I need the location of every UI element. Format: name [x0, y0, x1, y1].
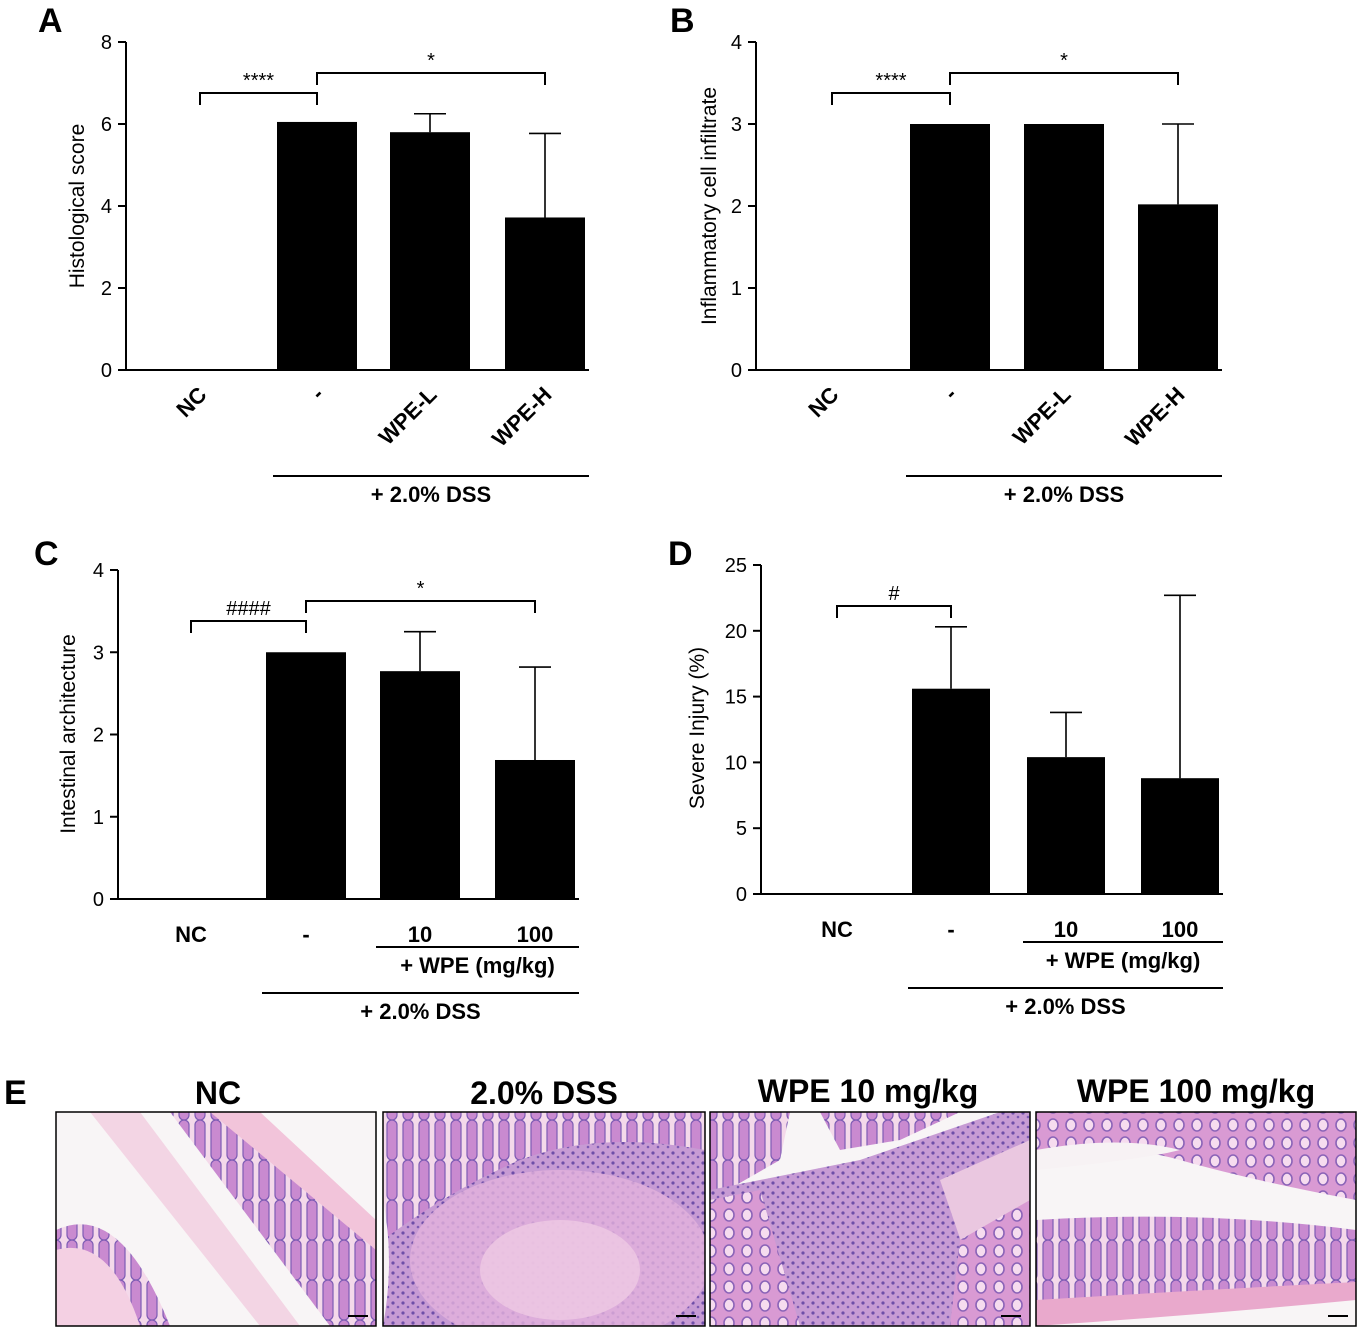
- y-axis-label: Intestinal architecture: [57, 634, 80, 834]
- significance-bracket: [305, 600, 536, 613]
- bar: [1138, 204, 1218, 370]
- significance-label: ****: [243, 70, 274, 92]
- chart-axes: 0 5 10 15 20 25 NC - 10 100 # + WPE (mg/kg) + 2.0% D…: [725, 555, 1223, 1019]
- y-tick-label: 25: [725, 555, 747, 577]
- x-tick-label: WPE-L: [1008, 382, 1076, 450]
- panel-label: E: [4, 1074, 27, 1112]
- significance-bracket: [831, 92, 951, 105]
- panel-d: D 0 5 10 15 20 25 NC - 10 100 # + WPE (mg/kg) + 2.0%…: [668, 535, 1223, 1019]
- significance-label: ####: [226, 598, 271, 620]
- y-tick-label: 2: [101, 278, 112, 300]
- y-tick-label: 10: [725, 752, 747, 774]
- bar: [390, 132, 470, 370]
- panel-c: C 0 1 2 3 4 NC - 10 100 #### * + WPE (mg/kg) + 2.0% …: [34, 535, 579, 1024]
- y-tick-label: 0: [93, 889, 104, 911]
- x-tick-label: 10: [1054, 917, 1078, 942]
- x-tick-label: NC: [821, 917, 853, 942]
- x-tick-label: 100: [1162, 917, 1199, 942]
- panel-label: D: [668, 535, 693, 573]
- x-tick-label: WPE-H: [487, 382, 557, 452]
- significance-label: #: [888, 583, 900, 605]
- y-tick-label: 4: [93, 560, 104, 582]
- y-tick-label: 8: [101, 32, 112, 54]
- x-tick-label: 10: [408, 922, 432, 947]
- group-label: + 2.0% DSS: [371, 482, 491, 507]
- group-label: + 2.0% DSS: [1004, 482, 1124, 507]
- bar: [910, 124, 990, 370]
- bar: [505, 217, 585, 370]
- y-tick-label: 0: [736, 884, 747, 906]
- x-tick-label: WPE-L: [374, 382, 442, 450]
- group-label: + 2.0% DSS: [360, 999, 480, 1024]
- significance-label: *: [1060, 50, 1068, 72]
- y-axis-label: Inflammatory cell infiltrate: [698, 87, 721, 325]
- x-tick-label: -: [306, 382, 329, 405]
- x-tick-label: WPE-H: [1120, 382, 1190, 452]
- y-tick-label: 2: [731, 196, 742, 218]
- group-label: + WPE (mg/kg): [400, 953, 555, 978]
- bar: [380, 671, 460, 899]
- bar: [1141, 778, 1219, 894]
- micrograph-title-dss: 2.0% DSS: [470, 1075, 618, 1111]
- x-tick-label: 100: [517, 922, 554, 947]
- significance-label: *: [417, 578, 425, 600]
- chart-axes: 0 1 2 3 4 NC - 10 100 #### * + WPE (mg/kg) + 2.0% DS…: [93, 560, 579, 1024]
- y-tick-label: 0: [731, 360, 742, 382]
- significance-label: *: [427, 50, 435, 72]
- bar: [266, 652, 346, 899]
- significance-bracket: [190, 620, 307, 633]
- significance-bracket: [949, 72, 1179, 85]
- panel-label: C: [34, 535, 59, 573]
- y-tick-label: 6: [101, 114, 112, 136]
- x-tick-label: NC: [803, 382, 843, 422]
- panel-label: B: [670, 2, 695, 40]
- x-tick-label: NC: [175, 922, 207, 947]
- significance-label: ****: [875, 70, 906, 92]
- significance-bracket: [836, 605, 952, 618]
- micrograph-wpe100: [1035, 1111, 1357, 1327]
- group-label: + WPE (mg/kg): [1046, 948, 1201, 973]
- y-tick-label: 3: [731, 114, 742, 136]
- panel-label: A: [38, 2, 63, 40]
- micrograph-dss: [382, 1111, 706, 1327]
- bar: [495, 759, 575, 899]
- bar: [1024, 124, 1104, 370]
- micrograph-title-nc: NC: [195, 1075, 241, 1111]
- y-tick-label: 4: [731, 32, 742, 54]
- x-tick-label: -: [302, 922, 309, 947]
- x-tick-label: -: [947, 917, 954, 942]
- y-tick-label: 0: [101, 360, 112, 382]
- micrograph-title-wpe100: WPE 100 mg/kg: [1077, 1073, 1315, 1109]
- micrograph-wpe10: [709, 1111, 1031, 1327]
- y-tick-label: 5: [736, 818, 747, 840]
- y-tick-label: 1: [731, 278, 742, 300]
- panel-e: E NC 2.0% DSS WPE 10 mg/kg WPE 100 mg/kg: [4, 1073, 1357, 1327]
- y-tick-label: 20: [725, 621, 747, 643]
- y-axis-label: Histological score: [66, 124, 89, 289]
- bar: [1027, 757, 1105, 894]
- significance-bracket: [316, 72, 546, 85]
- bar: [912, 688, 990, 894]
- x-tick-label: -: [939, 382, 962, 405]
- micrograph-title-wpe10: WPE 10 mg/kg: [758, 1073, 979, 1109]
- y-tick-label: 4: [101, 196, 112, 218]
- significance-bracket: [199, 92, 318, 105]
- y-tick-label: 2: [93, 725, 104, 747]
- y-tick-label: 3: [93, 642, 104, 664]
- y-axis-label: Severe Injury (%): [686, 647, 709, 809]
- x-tick-label: NC: [171, 382, 211, 422]
- y-tick-label: 1: [93, 807, 104, 829]
- micrograph-nc: [55, 1111, 377, 1327]
- bar: [277, 121, 357, 370]
- y-tick-label: 15: [725, 687, 747, 709]
- group-label: + 2.0% DSS: [1005, 994, 1125, 1019]
